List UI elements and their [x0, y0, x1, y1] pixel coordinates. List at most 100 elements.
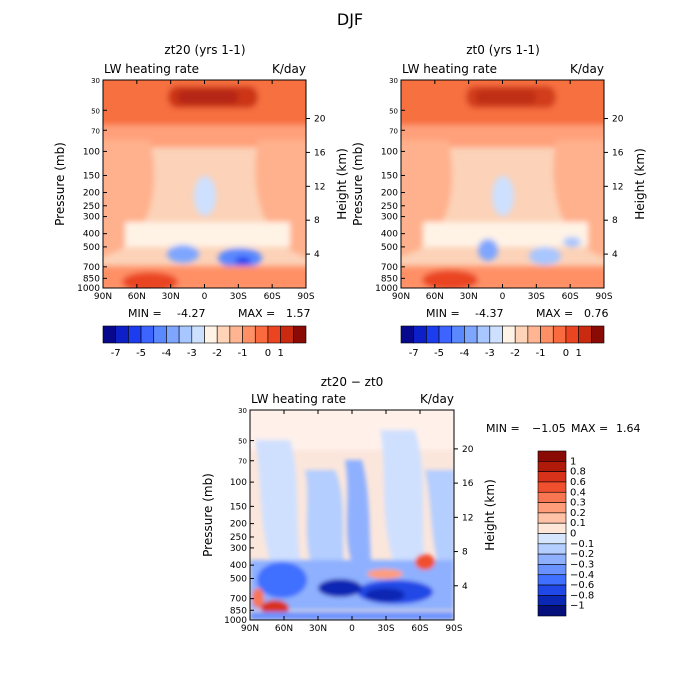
field-mid-plume-1 — [305, 470, 345, 575]
colorbar-swatch — [489, 325, 503, 344]
x-tick-label: 90N — [392, 292, 410, 302]
y-tick-label: 150 — [381, 171, 398, 181]
field-cell-deep-2 — [365, 588, 405, 602]
colorbar-swatch — [537, 574, 567, 586]
y2-tick-label: 8 — [462, 548, 468, 558]
y-tick-label: 30 — [91, 77, 100, 85]
colorbar-swatch — [537, 584, 567, 596]
y-tick-label: 70 — [238, 458, 247, 466]
panel-title: zt20 − zt0 — [321, 375, 384, 389]
stats-line: MIN = -4.37 MAX = 0.76 — [426, 307, 609, 320]
colorbar-label: −0.4 — [570, 570, 594, 581]
field-upper-mid — [401, 125, 604, 147]
colorbar-swatch — [537, 543, 567, 555]
colorbar-swatch — [527, 325, 541, 344]
y-tick-label: 200 — [230, 520, 247, 530]
colorbar-swatch — [128, 325, 142, 344]
colorbar-swatch — [537, 533, 567, 545]
panel-title: zt20 (yrs 1-1) — [164, 43, 245, 57]
colorbar-swatch — [140, 325, 155, 344]
max-value: 1.57 — [286, 307, 311, 320]
y-tick-label: 150 — [83, 171, 100, 181]
colorbar-swatch — [537, 553, 567, 565]
colorbar-label: −0.3 — [570, 559, 594, 570]
min-value: −1.05 — [532, 422, 566, 435]
field-upper-mid — [103, 125, 306, 147]
panel-subtitle-right: K/day — [272, 62, 306, 76]
y-tick-label: 700 — [83, 263, 100, 273]
colorbar-label: -2 — [212, 348, 222, 359]
colorbar-swatch — [242, 325, 256, 344]
field-warm-2 — [415, 554, 435, 570]
y2-tick-label: 16 — [612, 148, 624, 158]
colorbar-horizontal: -7 -5 -4 -3 -2 -1 0 1 — [400, 325, 605, 359]
colorbar-swatch — [537, 564, 567, 576]
x-tick-label: 30N — [309, 624, 327, 634]
heatmap-field — [401, 80, 604, 288]
panel-title: zt0 (yrs 1-1) — [466, 43, 540, 57]
field-cool-cell-3 — [563, 237, 581, 247]
colorbar-swatch — [537, 491, 567, 503]
y2-tick-label: 16 — [314, 148, 326, 158]
colorbar-swatch — [464, 325, 478, 344]
y-tick-label: 150 — [230, 502, 247, 512]
field-left-plume — [255, 440, 300, 560]
x-tick-label: 90S — [297, 292, 314, 302]
min-value: -4.27 — [177, 307, 205, 320]
x-tick-label: 30N — [162, 292, 180, 302]
field-cool-core — [235, 257, 251, 265]
colorbar-horizontal: -7 -5 -4 -3 -2 -1 0 1 — [102, 325, 307, 359]
x-tick-label: 0 — [500, 292, 506, 302]
y-tick-label: 300 — [83, 213, 100, 223]
y-tick-label: 50 — [238, 438, 247, 446]
panel-subtitle-right: K/day — [420, 392, 454, 406]
colorbar-label: 0.2 — [570, 508, 586, 519]
x-tick-label: 30S — [230, 292, 247, 302]
colorbar-label: 1 — [570, 456, 576, 467]
colorbar-label: −0.6 — [570, 580, 594, 591]
y-tick-label: 700 — [381, 263, 398, 273]
x-tick-label: 60S — [411, 624, 428, 634]
colorbar-label: -3 — [485, 348, 495, 359]
field-lower-light — [125, 222, 290, 247]
colorbar-swatch — [552, 325, 567, 344]
colorbar-swatch — [502, 325, 516, 344]
x-tick-label: 60S — [562, 292, 579, 302]
figure-title: DJF — [337, 10, 363, 29]
colorbar-swatch — [267, 325, 281, 344]
colorbar-label: 0 — [563, 348, 569, 359]
heatmap-field — [250, 410, 454, 620]
colorbar-swatch — [537, 595, 567, 606]
colorbar-label: 1 — [277, 348, 283, 359]
colorbar-vertical: 10.80.60.40.30.20.10−0.1−0.2−0.3−0.4−0.6… — [537, 450, 594, 617]
y-tick-label: 250 — [83, 202, 100, 212]
y2-tick-label: 12 — [314, 182, 325, 192]
y2-tick-label: 8 — [612, 216, 618, 226]
colorbar-label: 0.8 — [570, 467, 586, 478]
field-core-max — [476, 90, 536, 104]
y-tick-label: 850 — [230, 606, 247, 616]
field-cell-west — [257, 562, 307, 598]
colorbar-swatch — [280, 325, 294, 344]
field-mid-cool — [492, 176, 514, 216]
x-tick-label: 60N — [128, 292, 146, 302]
y-tick-label: 700 — [230, 595, 247, 605]
colorbar-swatch — [451, 325, 465, 344]
colorbar-label: -4 — [161, 348, 171, 359]
y-tick-label: 300 — [381, 213, 398, 223]
y2-tick-label: 4 — [314, 250, 320, 260]
x-tick-label: 30N — [460, 292, 478, 302]
colorbar-label: -1 — [536, 348, 546, 359]
panel-subtitle-left: LW heating rate — [402, 62, 497, 76]
x-tick-label: 60S — [264, 292, 281, 302]
colorbar-swatch — [537, 512, 567, 524]
y-tick-label: 400 — [230, 561, 247, 571]
colorbar-swatch — [216, 325, 231, 344]
field-surface-hot — [122, 272, 178, 288]
colorbar-label: 0.4 — [570, 487, 586, 498]
colorbar-swatch — [102, 325, 116, 344]
colorbar-label: 0.6 — [570, 477, 586, 488]
y-tick-label: 1000 — [375, 284, 398, 294]
colorbar-label: 0.3 — [570, 498, 586, 509]
